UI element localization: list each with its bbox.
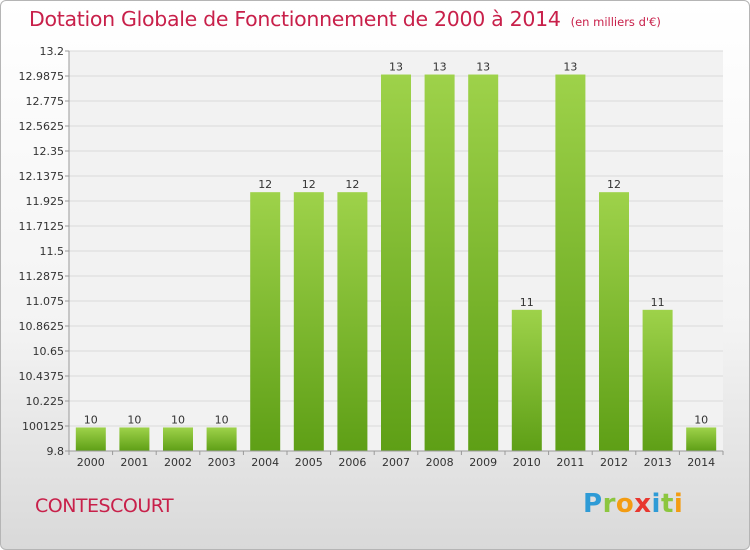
y-tick-label: 10.4375: [19, 370, 65, 383]
bar-value-label: 13: [476, 61, 490, 74]
proxiti-logo: Proxiti: [583, 489, 683, 519]
x-tick-label: 2007: [382, 456, 410, 469]
y-tick-label: 11.925: [26, 195, 65, 208]
y-tick-label: 11.075: [26, 295, 65, 308]
bar-value-label: 13: [563, 61, 577, 74]
x-tick-label: 2014: [687, 456, 715, 469]
bar-value-label: 10: [84, 413, 98, 426]
bar: [163, 427, 193, 451]
bar-value-label: 12: [302, 178, 316, 191]
y-tick-label: 10.8625: [19, 320, 65, 333]
place-name: CONTESCOURT: [35, 495, 174, 517]
y-tick-label: 11.7125: [19, 220, 65, 233]
bar: [75, 427, 106, 451]
y-tick-label: 12.5625: [19, 120, 65, 133]
y-tick-label: 11.5: [40, 245, 65, 258]
bars: 10 10 10 10 12 12 12 13 13 13 11 13 12 11 10: [75, 61, 717, 452]
bar-value-label: 10: [694, 413, 708, 426]
logo-letter: o: [615, 489, 635, 519]
x-tick-label: 2012: [600, 456, 628, 469]
bar-value-label: 10: [171, 413, 185, 426]
bar: [511, 309, 542, 451]
bar: [642, 309, 673, 451]
y-tick-label: 13.2: [40, 45, 65, 58]
y-tick-label: 12.9875: [19, 70, 65, 83]
logo-letter: t: [660, 489, 674, 519]
bar: [337, 192, 368, 452]
bar: [381, 74, 411, 451]
bar: [119, 427, 150, 451]
y-tick-label: 10.225: [26, 395, 65, 408]
bar: [206, 427, 237, 451]
logo-letter: r: [602, 489, 616, 519]
x-tick-label: 2008: [426, 456, 454, 469]
x-tick-label: 2002: [164, 456, 192, 469]
x-tick-label: 2004: [251, 456, 279, 469]
x-tick-label: 2000: [77, 456, 105, 469]
chart-title: Dotation Globale de Fonctionnement de 20…: [29, 7, 661, 31]
x-tick-label: 2006: [338, 456, 366, 469]
y-tick-label: 100125: [22, 420, 64, 433]
logo-letter: x: [634, 489, 652, 519]
title-text: Dotation Globale de Fonctionnement de 20…: [29, 7, 561, 31]
bar-value-label: 13: [389, 61, 403, 74]
y-tick-label: 12.775: [26, 95, 65, 108]
y-axis: 13.2 12.9875 12.775 12.5625 12.35 12.1375 11.9…: [19, 45, 70, 458]
y-tick-label: 11.2875: [19, 270, 65, 283]
logo-letter: P: [583, 489, 603, 519]
bar-value-label: 11: [520, 296, 534, 309]
y-tick-label: 9.8: [47, 445, 65, 458]
x-tick-label: 2003: [208, 456, 236, 469]
bar-value-label: 12: [607, 178, 621, 191]
bar: [686, 427, 717, 451]
chart-subtitle: (en milliers d'€): [570, 15, 661, 29]
logo-letter: i: [651, 489, 661, 519]
bar-value-label: 13: [433, 61, 447, 74]
x-tick-label: 2010: [513, 456, 541, 469]
bar: [599, 192, 629, 452]
x-tick-label: 2013: [644, 456, 672, 469]
logo-letter: i: [673, 489, 684, 519]
bar: [250, 192, 281, 452]
x-axis: 2000 2001 2002 2003 2004 2005 2006 2007 2008 2009…: [68, 450, 724, 469]
x-tick-label: 2011: [556, 456, 584, 469]
bar-value-label: 10: [215, 413, 229, 426]
x-tick-label: 2001: [120, 456, 148, 469]
y-tick-label: 10.65: [33, 345, 65, 358]
bar: [424, 74, 455, 451]
bar-value-label: 11: [651, 296, 665, 309]
bar: [468, 74, 499, 451]
y-tick-label: 12.35: [33, 145, 65, 158]
bar: [555, 74, 586, 451]
bar: [293, 192, 324, 452]
bar-value-label: 12: [258, 178, 272, 191]
x-tick-label: 2005: [295, 456, 323, 469]
y-tick-label: 12.1375: [19, 170, 65, 183]
x-tick-label: 2009: [469, 456, 497, 469]
bar-value-label: 10: [127, 413, 141, 426]
bar-value-label: 12: [345, 178, 359, 191]
